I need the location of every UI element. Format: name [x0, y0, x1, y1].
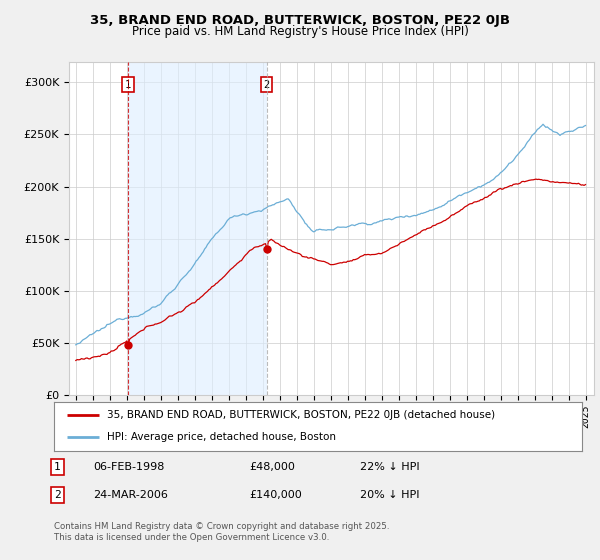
Text: 20% ↓ HPI: 20% ↓ HPI	[360, 490, 419, 500]
Text: HPI: Average price, detached house, Boston: HPI: Average price, detached house, Bost…	[107, 432, 336, 442]
Text: 06-FEB-1998: 06-FEB-1998	[93, 462, 164, 472]
Bar	[128, 62, 266, 395]
Text: 22% ↓ HPI: 22% ↓ HPI	[360, 462, 419, 472]
Text: £48,000: £48,000	[249, 462, 295, 472]
Text: 24-MAR-2006: 24-MAR-2006	[93, 490, 168, 500]
Text: 35, BRAND END ROAD, BUTTERWICK, BOSTON, PE22 0JB (detached house): 35, BRAND END ROAD, BUTTERWICK, BOSTON, …	[107, 410, 495, 420]
Text: Price paid vs. HM Land Registry's House Price Index (HPI): Price paid vs. HM Land Registry's House …	[131, 25, 469, 38]
Text: 1: 1	[125, 80, 131, 90]
Text: Contains HM Land Registry data © Crown copyright and database right 2025.: Contains HM Land Registry data © Crown c…	[54, 522, 389, 531]
Text: 35, BRAND END ROAD, BUTTERWICK, BOSTON, PE22 0JB: 35, BRAND END ROAD, BUTTERWICK, BOSTON, …	[90, 14, 510, 27]
Text: 2: 2	[263, 80, 270, 90]
Text: This data is licensed under the Open Government Licence v3.0.: This data is licensed under the Open Gov…	[54, 533, 329, 542]
Text: 2: 2	[54, 490, 61, 500]
Text: 1: 1	[54, 462, 61, 472]
Text: £140,000: £140,000	[249, 490, 302, 500]
